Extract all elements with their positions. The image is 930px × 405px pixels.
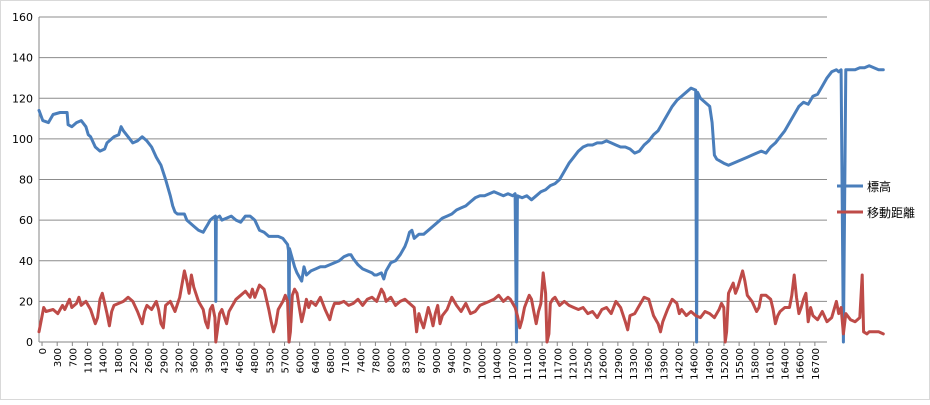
x-tick-label: 16600 [796, 348, 807, 380]
x-tick-label: 14900 [705, 348, 716, 380]
x-tick-label: 8000 [387, 348, 398, 373]
x-tick-label: 9700 [462, 348, 473, 373]
x-tick-label: 6000 [296, 348, 307, 373]
x-tick-label: 3600 [190, 348, 201, 373]
gridlines [39, 16, 827, 343]
x-tick-label: 13900 [659, 348, 670, 380]
x-tick-label: 10000 [477, 348, 488, 380]
x-tick-label: 1100 [83, 348, 94, 373]
x-tick-label: 12600 [599, 348, 610, 380]
series-line-1 [37, 269, 885, 344]
x-tick-label: 12900 [614, 348, 625, 380]
x-tick-label: 1800 [114, 348, 125, 373]
x-tick-label: 5300 [265, 348, 276, 373]
y-tick-label: 140 [12, 52, 33, 65]
x-tick-label: 14600 [690, 348, 701, 380]
x-tick-label: 10400 [493, 348, 504, 380]
x-tick-label: 6400 [311, 348, 322, 373]
y-tick-label: 60 [19, 214, 33, 227]
x-tick-label: 6800 [326, 348, 337, 373]
x-tick-label: 4600 [235, 348, 246, 373]
x-tick-label: 9000 [432, 348, 443, 373]
y-tick-label: 160 [12, 11, 33, 24]
y-tick-label: 40 [19, 255, 33, 268]
x-tick-label: 300 [53, 348, 64, 367]
y-tick-label: 120 [12, 92, 33, 105]
x-tick-label: 13300 [629, 348, 640, 380]
x-tick-label: 10700 [508, 348, 519, 380]
x-tick-label: 15800 [750, 348, 761, 380]
y-tick-label: 0 [26, 336, 33, 349]
x-tick-label: 12500 [584, 348, 595, 380]
x-tick-label: 16400 [781, 348, 792, 380]
y-tick-label: 20 [19, 295, 33, 308]
x-tick-label: 13600 [644, 348, 655, 380]
x-tick-label: 7100 [341, 348, 352, 373]
x-tick-label: 12100 [568, 348, 579, 380]
x-tick-label: 4300 [220, 348, 231, 373]
x-tick-label: 5700 [280, 348, 291, 373]
x-tick-label: 700 [68, 348, 79, 367]
x-tick-label: 15500 [735, 348, 746, 380]
x-tick-label: 2900 [159, 348, 170, 373]
x-tick-label: 3900 [205, 348, 216, 373]
x-tick-label: 3200 [174, 348, 185, 373]
x-tick-label: 2600 [144, 348, 155, 373]
axes: 0 20 40 60 80 100 120 140 160 0 300 700 1100 1400 1800… [12, 11, 822, 380]
x-tick-label: 11400 [538, 348, 549, 380]
x-tick-label: 8300 [402, 348, 413, 373]
x-tick-label: 8700 [417, 348, 428, 373]
legend-label: 標高 [867, 179, 891, 194]
x-tick-label: 11100 [523, 348, 534, 380]
x-tick-label: 9400 [447, 348, 458, 373]
legend-label: 移動距離 [867, 206, 915, 220]
series-group [37, 64, 885, 344]
x-tick-label: 2200 [129, 348, 140, 373]
y-tick-label: 100 [12, 133, 33, 146]
y-tick-label: 80 [19, 174, 33, 187]
x-tick-label: 7400 [356, 348, 367, 373]
x-tick-label: 7800 [371, 348, 382, 373]
x-tick-label: 14200 [674, 348, 685, 380]
x-tick-label: 15200 [720, 348, 731, 380]
x-tick-label: 4800 [250, 348, 261, 373]
x-tick-label: 0 [38, 348, 49, 354]
x-tick-label: 1400 [99, 348, 110, 373]
x-tick-label: 16700 [811, 348, 822, 380]
x-tick-label: 11700 [553, 348, 564, 380]
x-tick-label: 16100 [765, 348, 776, 380]
series-line-0 [37, 64, 885, 344]
